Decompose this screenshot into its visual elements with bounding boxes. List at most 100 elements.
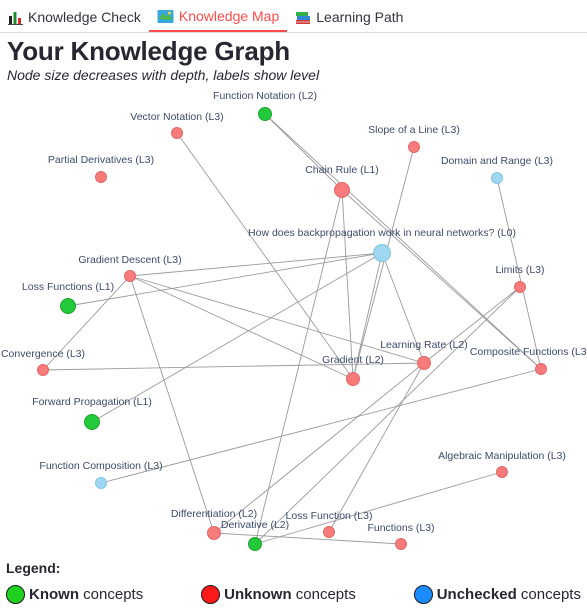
graph-edge xyxy=(213,532,402,545)
books-icon xyxy=(296,11,311,24)
node-label: Convergence (L3) xyxy=(1,348,85,360)
graph-edge xyxy=(423,286,521,364)
node-circle[interactable] xyxy=(248,537,262,551)
graph-node-funcnot[interactable]: Function Notation (L2) xyxy=(213,90,317,121)
node-circle[interactable] xyxy=(95,477,107,489)
node-label: Derivative (L2) xyxy=(221,519,289,531)
graph-edge xyxy=(352,252,383,380)
graph-node-diff[interactable]: Differentiation (L2) xyxy=(171,508,257,540)
graph-edge xyxy=(42,275,131,371)
node-circle[interactable] xyxy=(124,270,136,282)
node-circle[interactable] xyxy=(95,171,107,183)
node-circle[interactable] xyxy=(207,526,221,540)
node-circle[interactable] xyxy=(535,363,547,375)
node-circle[interactable] xyxy=(346,372,360,386)
graph-node-lr[interactable]: Learning Rate (L2) xyxy=(380,339,468,370)
node-label: Differentiation (L2) xyxy=(171,508,257,520)
graph-node-chain[interactable]: Chain Rule (L1) xyxy=(305,164,379,198)
legend: Known concepts Unknown concepts Unchecke… xyxy=(6,585,581,604)
graph-edges xyxy=(42,113,542,545)
graph-node-funccomp[interactable]: Function Composition (L3) xyxy=(39,460,163,489)
graph-node-gd[interactable]: Gradient Descent (L3) xyxy=(78,254,182,282)
graph-node-root[interactable]: How does backpropagation work in neural … xyxy=(248,227,516,262)
graph-node-deriv[interactable]: Derivative (L2) xyxy=(221,519,289,551)
tab-knowledge-check[interactable]: Knowledge Check xyxy=(0,2,149,32)
node-label: Gradient (L2) xyxy=(322,354,384,366)
tab-label: Learning Path xyxy=(316,9,404,25)
graph-nodes: How does backpropagation work in neural … xyxy=(1,90,587,551)
graph-node-grad[interactable]: Gradient (L2) xyxy=(322,354,384,386)
graph-edge xyxy=(100,368,542,484)
graph-node-vecnot[interactable]: Vector Notation (L3) xyxy=(130,111,224,139)
node-circle[interactable] xyxy=(334,182,350,198)
legend-label-rest: concepts xyxy=(79,586,144,603)
node-circle[interactable] xyxy=(417,356,431,370)
node-label: Slope of a Line (L3) xyxy=(368,124,460,136)
page-subtitle: Node size decreases with depth, labels s… xyxy=(7,67,320,83)
graph-edge xyxy=(129,252,383,277)
known-dot-icon xyxy=(6,585,25,604)
legend-item-unchecked: Unchecked concepts xyxy=(413,585,581,604)
unchecked-dot-icon xyxy=(413,585,433,604)
graph-node-algebra[interactable]: Algebraic Manipulation (L3) xyxy=(438,450,566,478)
node-label: Function Notation (L2) xyxy=(213,90,317,102)
graph-edge xyxy=(176,132,354,380)
graph-node-functions[interactable]: Functions (L3) xyxy=(367,522,435,550)
node-circle[interactable] xyxy=(373,244,391,262)
graph-edge xyxy=(341,189,354,380)
legend-label-rest: concepts xyxy=(516,586,581,603)
node-label: How does backpropagation work in neural … xyxy=(248,227,516,239)
node-label: Limits (L3) xyxy=(495,264,544,276)
node-circle[interactable] xyxy=(258,107,272,121)
legend-label-bold: Unknown xyxy=(224,586,292,603)
node-circle[interactable] xyxy=(84,414,100,430)
graph-edge xyxy=(254,471,503,545)
legend-label-rest: concepts xyxy=(291,586,356,603)
graph-node-lossfn3[interactable]: Loss Function (L3) xyxy=(286,510,373,538)
legend-label-bold: Unchecked xyxy=(436,586,517,603)
graph-edge xyxy=(42,362,425,371)
graph-edge xyxy=(254,189,343,545)
node-circle[interactable] xyxy=(496,466,508,478)
graph-node-partial[interactable]: Partial Derivatives (L3) xyxy=(48,154,154,183)
graph-edge xyxy=(129,275,425,364)
node-circle[interactable] xyxy=(37,364,49,376)
page-title: Your Knowledge Graph xyxy=(7,36,290,66)
node-circle[interactable] xyxy=(60,298,76,314)
graph-node-lossfn[interactable]: Loss Functions (L1) xyxy=(22,281,114,314)
legend-item-unknown: Unknown concepts xyxy=(201,585,356,604)
graph-edge xyxy=(213,362,425,534)
graph-edge xyxy=(91,252,383,423)
node-label: Functions (L3) xyxy=(367,522,434,534)
knowledge-graph[interactable]: How does backpropagation work in neural … xyxy=(0,85,587,555)
map-icon xyxy=(157,9,174,23)
tab-learning-path[interactable]: Learning Path xyxy=(287,2,411,32)
graph-node-fwd[interactable]: Forward Propagation (L1) xyxy=(32,396,152,430)
bar-chart-icon xyxy=(8,9,23,25)
node-circle[interactable] xyxy=(514,281,526,293)
node-label: Domain and Range (L3) xyxy=(441,155,553,167)
graph-node-slope[interactable]: Slope of a Line (L3) xyxy=(368,124,460,153)
node-circle[interactable] xyxy=(171,127,183,139)
graph-edge xyxy=(264,113,542,370)
tab-label: Knowledge Map xyxy=(178,8,280,24)
legend-title: Legend: xyxy=(6,560,61,576)
node-label: Algebraic Manipulation (L3) xyxy=(438,450,566,462)
node-label: Composite Functions (L3) xyxy=(470,346,587,358)
graph-node-domain[interactable]: Domain and Range (L3) xyxy=(441,155,553,184)
node-circle[interactable] xyxy=(408,141,420,153)
node-label: Learning Rate (L2) xyxy=(380,339,468,351)
graph-node-composite[interactable]: Composite Functions (L3) xyxy=(470,346,587,375)
graph-edge xyxy=(496,177,542,370)
graph-edge xyxy=(352,146,415,380)
graph-edge xyxy=(129,275,354,380)
node-label: Forward Propagation (L1) xyxy=(32,396,152,408)
graph-edge xyxy=(67,252,383,307)
node-circle[interactable] xyxy=(323,526,335,538)
node-label: Loss Functions (L1) xyxy=(22,281,114,293)
tab-knowledge-map[interactable]: Knowledge Map xyxy=(148,2,288,32)
graph-node-limits[interactable]: Limits (L3) xyxy=(495,264,545,293)
node-circle[interactable] xyxy=(491,172,503,184)
graph-node-conv[interactable]: Convergence (L3) xyxy=(1,348,85,376)
node-circle[interactable] xyxy=(395,538,407,550)
